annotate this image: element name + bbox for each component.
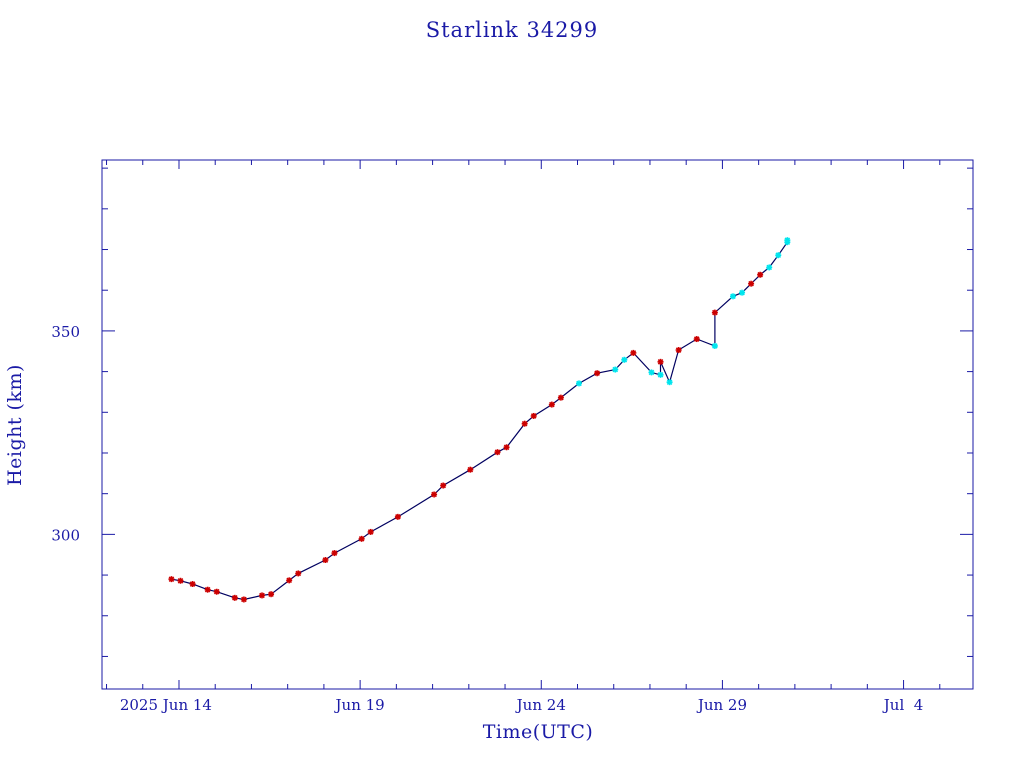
data-point	[177, 577, 184, 584]
axis-ticks	[102, 160, 973, 689]
data-point	[204, 586, 211, 593]
y-tick-label: 300	[51, 526, 80, 544]
data-point	[286, 577, 293, 584]
data-point	[231, 594, 238, 601]
data-markers	[168, 237, 791, 603]
data-point	[621, 356, 628, 363]
data-point	[521, 420, 528, 427]
data-point	[784, 237, 791, 244]
data-point	[168, 576, 175, 583]
x-tick-label: 2025 Jun 14	[120, 696, 212, 714]
data-point	[268, 591, 275, 598]
data-point	[503, 444, 510, 451]
data-point	[322, 557, 329, 564]
data-point	[657, 371, 664, 378]
series-line-group	[171, 240, 788, 601]
data-point	[213, 588, 220, 595]
y-tick-label: 350	[51, 323, 80, 341]
data-point	[766, 264, 773, 271]
x-tick-label: Jun 29	[696, 696, 747, 714]
data-point	[557, 394, 564, 401]
data-point	[693, 336, 700, 343]
data-point	[367, 528, 374, 535]
data-point	[648, 369, 655, 376]
data-point	[775, 252, 782, 259]
y-tick-labels: 300 350	[51, 323, 80, 544]
data-point	[612, 366, 619, 373]
data-point	[259, 592, 266, 599]
plot-frame	[101, 159, 974, 690]
data-point	[189, 581, 196, 588]
data-point	[431, 491, 438, 498]
x-axis-label: Time(UTC)	[483, 721, 594, 743]
data-point	[757, 271, 764, 278]
data-point	[748, 280, 755, 287]
data-point	[240, 596, 247, 603]
data-point	[494, 449, 501, 456]
data-point	[657, 358, 664, 365]
chart-title: Starlink 34299	[426, 18, 599, 42]
x-tick-label: Jul 4	[882, 696, 924, 714]
data-point	[331, 550, 338, 557]
data-point	[630, 349, 637, 356]
data-point	[295, 570, 302, 577]
data-point	[675, 347, 682, 354]
x-tick-label: Jun 24	[515, 696, 566, 714]
data-point	[440, 482, 447, 489]
data-point	[711, 342, 718, 349]
data-point	[530, 412, 537, 419]
data-point	[594, 370, 601, 377]
y-axis-label: Height (km)	[4, 364, 26, 486]
x-tick-labels: 2025 Jun 14 Jun 19 Jun 24 Jun 29 Jul 4	[120, 696, 923, 714]
data-point	[711, 309, 718, 316]
data-point	[548, 401, 555, 408]
data-point	[666, 379, 673, 386]
data-point	[358, 535, 365, 542]
series-line	[171, 240, 788, 601]
data-point	[467, 466, 474, 473]
data-point	[576, 380, 583, 387]
x-tick-label: Jun 19	[334, 696, 385, 714]
data-point	[739, 289, 746, 296]
data-point	[729, 293, 736, 300]
data-point	[394, 513, 401, 520]
